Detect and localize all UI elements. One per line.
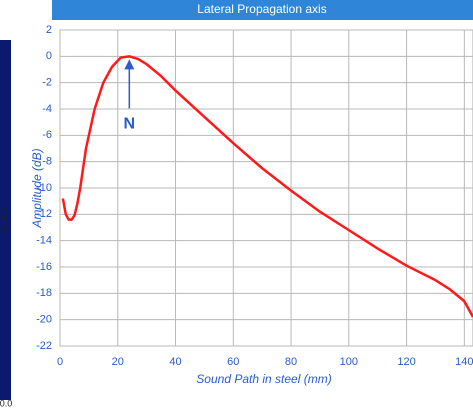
y-tick-label: -4 — [42, 103, 52, 115]
y-tick-label: -14 — [36, 235, 52, 247]
annotation-label: N — [124, 116, 136, 133]
data-line — [61, 55, 473, 318]
x-tick-label: 60 — [227, 356, 239, 368]
x-tick-label: 120 — [397, 356, 415, 368]
x-tick-label: 20 — [112, 356, 124, 368]
side-panel — [0, 40, 11, 400]
x-tick-label: 80 — [285, 356, 297, 368]
x-tick-label: 0 — [57, 356, 63, 368]
title-bar — [52, 0, 473, 20]
y-tick-label: -12 — [36, 208, 52, 220]
side-value: 0.0 — [0, 398, 12, 408]
chart-title: Lateral Propagation axis — [197, 2, 326, 16]
y-axis-title: Amplitude (dB) — [30, 148, 44, 228]
x-tick-label: 140 — [455, 356, 473, 368]
y-tick-label: -16 — [36, 261, 52, 273]
y-tick-label: -6 — [42, 129, 52, 141]
x-axis-title: Sound Path in steel (mm) — [196, 372, 331, 386]
y-tick-label: -10 — [36, 182, 52, 194]
y-tick-label: -8 — [42, 156, 52, 168]
x-tick-label: 40 — [169, 356, 181, 368]
y-tick-label: -20 — [36, 314, 52, 326]
y-tick-label: 0 — [46, 50, 52, 62]
y-tick-label: 2 — [46, 24, 52, 36]
y-tick-label: -2 — [42, 77, 52, 89]
y-tick-label: -18 — [36, 287, 52, 299]
y-tick-label: -22 — [36, 340, 52, 352]
annotation-arrowhead — [124, 59, 135, 70]
x-tick-label: 100 — [340, 356, 358, 368]
side-label: Zzone — [0, 207, 10, 232]
